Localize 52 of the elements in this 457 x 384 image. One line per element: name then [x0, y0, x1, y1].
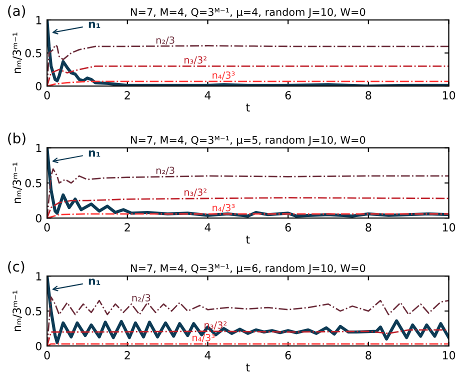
chart-title: N=7, M=4, Q=3ᴹ⁻¹, μ=6, random J=10, W=0 — [130, 264, 366, 274]
y-axis-title: nₘ/3ᵐ⁻¹ — [12, 32, 22, 73]
chart-title: N=7, M=4, Q=3ᴹ⁻¹, μ=5, random J=10, W=0 — [130, 136, 366, 146]
x-tick-label: 4 — [204, 351, 211, 360]
y-tick-label: 0 — [36, 342, 42, 350]
annotation: n₁ — [88, 22, 100, 28]
x-tick-label: 10 — [442, 223, 456, 232]
annotation: n₃/3² — [184, 56, 206, 64]
annotation: n₄/3³ — [212, 204, 235, 212]
text: (b) — [8, 132, 26, 146]
annotation: n₄/3³ — [212, 71, 235, 80]
x-tick-label: 2 — [124, 91, 130, 100]
y-tick-label: 0.5 — [25, 307, 42, 316]
x-tick-label: 6 — [285, 223, 291, 232]
annotation: n₂/3 — [132, 294, 150, 302]
y-tick-label: 1 — [36, 144, 42, 152]
y-axis-title: nₘ/3ᵐ⁻¹ — [12, 290, 22, 332]
annotation: n₃/3² — [184, 188, 206, 197]
x-tick-label: 0 — [44, 91, 50, 100]
x-tick-label: 8 — [366, 91, 372, 100]
annotation: n₁ — [88, 278, 100, 285]
y-tick-label: 1 — [36, 16, 42, 24]
x-tick-label: 4 — [204, 91, 211, 100]
annotation: n₂/3 — [156, 166, 174, 175]
text: (a) — [8, 5, 26, 18]
line-series — [47, 20, 449, 86]
x-tick-label: 4 — [204, 223, 211, 232]
chart-title: N=7, M=4, Q=3ᴹ⁻¹, μ=4, random J=10, W=0 — [130, 8, 366, 18]
x-tick-label: 10 — [442, 351, 456, 360]
x-tick-label: 10 — [442, 91, 456, 100]
x-axis-title: t — [246, 236, 250, 244]
annotation: n₂/3 — [156, 36, 174, 45]
x-tick-label: 0 — [44, 351, 50, 360]
x-axis-title: t — [246, 364, 250, 372]
x-tick-label: 2 — [124, 351, 130, 360]
x-tick-label: 6 — [285, 91, 291, 100]
x-tick-label: 8 — [366, 351, 372, 360]
text: (c) — [8, 261, 24, 274]
y-tick-label: 0.5 — [25, 48, 42, 58]
y-tick-label: 1 — [36, 272, 42, 280]
y-tick-label: 0 — [36, 214, 42, 222]
y-axis-title: nₘ/3ᵐ⁻¹ — [12, 162, 22, 203]
y-tick-label: 0 — [36, 82, 42, 90]
x-tick-label: 6 — [285, 351, 291, 360]
x-axis-title: t — [246, 104, 250, 112]
annotation: n₁ — [88, 150, 100, 157]
y-tick-label: 0.5 — [25, 178, 42, 188]
annotation: n₃/3² — [204, 321, 227, 330]
x-tick-label: 8 — [366, 223, 372, 232]
x-tick-label: 0 — [44, 223, 50, 232]
x-tick-label: 2 — [124, 223, 130, 232]
annotation: n₄/3³ — [192, 334, 215, 342]
